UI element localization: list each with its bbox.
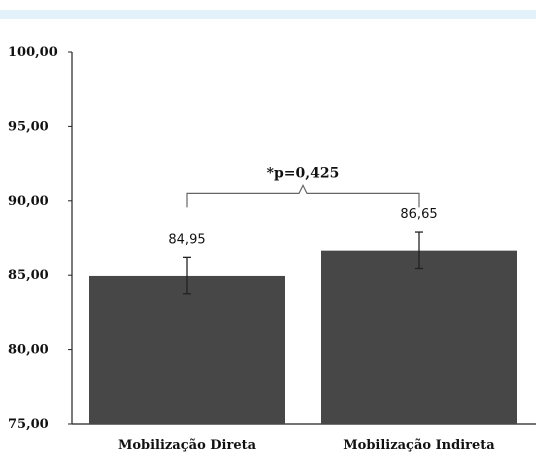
y-tick-label: 90,00 (8, 194, 49, 209)
category-label: Mobilização Indireta (343, 438, 495, 453)
y-tick-label: 80,00 (8, 343, 49, 358)
y-tick-label: 85,00 (8, 268, 49, 283)
bar (89, 275, 285, 424)
bar (321, 250, 517, 424)
error-bars (183, 231, 423, 295)
category-label: Mobilização Direta (118, 438, 257, 453)
y-axis-ticks: 75,00 80,00 85,00 90,00 95,00 100,00 (8, 45, 72, 432)
significance-bracket (186, 184, 420, 208)
category-labels: Mobilização Direta Mobilização Indireta (118, 438, 495, 453)
data-labels: 84,95 86,65 (168, 207, 437, 247)
y-tick-label: 95,00 (8, 119, 49, 134)
data-label: 84,95 (168, 232, 205, 247)
bars (89, 250, 517, 424)
y-tick-label: 100,00 (8, 45, 58, 60)
y-tick-label: 75,00 (8, 417, 49, 432)
p-value-annotation: *p=0,425 (267, 165, 340, 181)
data-label: 86,65 (400, 207, 437, 222)
top-band (0, 10, 536, 19)
